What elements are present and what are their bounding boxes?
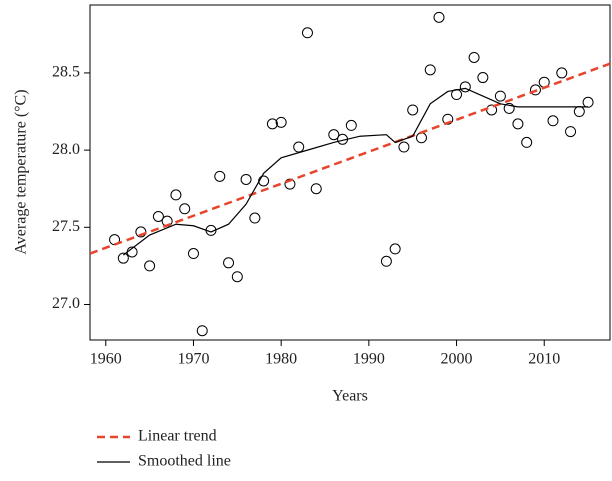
data-point <box>433 11 445 23</box>
data-point <box>249 212 261 224</box>
x-tick-label: 1970 <box>177 351 209 368</box>
data-point <box>407 104 419 116</box>
data-point <box>284 178 296 190</box>
smoothed-line <box>122 87 589 256</box>
data-point <box>301 27 313 39</box>
x-tick-label: 1990 <box>353 351 385 368</box>
data-point <box>521 136 533 148</box>
data-point <box>547 115 559 127</box>
data-point <box>223 257 235 269</box>
data-point <box>424 64 436 76</box>
data-point <box>389 243 401 255</box>
data-point <box>266 118 278 130</box>
data-point <box>380 255 392 267</box>
y-tick-label: 27.0 <box>52 295 80 312</box>
data-point <box>529 84 541 96</box>
data-point <box>477 72 489 84</box>
data-point <box>415 132 427 144</box>
data-point <box>144 260 156 272</box>
data-point <box>196 325 208 337</box>
data-point <box>468 51 480 63</box>
data-point <box>117 252 129 264</box>
data-point <box>231 271 243 283</box>
legend-label: Smoothed line <box>138 453 231 470</box>
data-point <box>310 183 322 195</box>
data-point <box>170 189 182 201</box>
data-point <box>275 116 287 128</box>
data-point <box>328 129 340 141</box>
data-point <box>573 106 585 118</box>
legend-label: Linear trend <box>138 428 217 445</box>
data-point <box>152 210 164 222</box>
y-tick-label: 28.5 <box>52 64 80 81</box>
data-point <box>345 119 357 131</box>
data-point <box>503 102 515 114</box>
x-tick-label: 1960 <box>90 351 122 368</box>
data-point <box>582 96 594 108</box>
data-point <box>459 81 471 93</box>
data-point <box>565 126 577 138</box>
data-point <box>512 118 524 130</box>
plot-frame <box>89 4 611 341</box>
data-point <box>293 141 305 153</box>
data-point <box>214 170 226 182</box>
data-point <box>240 173 252 185</box>
x-tick-label: 2000 <box>441 351 473 368</box>
data-point <box>442 113 454 125</box>
data-point <box>556 67 568 79</box>
trend-line <box>90 62 610 255</box>
data-point <box>179 203 191 215</box>
y-tick-label: 27.5 <box>52 218 80 235</box>
y-axis-label: Average temperature (°C) <box>13 89 30 254</box>
x-tick-label: 1980 <box>265 351 297 368</box>
x-axis-label: Years <box>332 388 368 405</box>
y-tick-label: 28.0 <box>52 141 80 158</box>
data-point <box>258 175 270 187</box>
data-point <box>398 141 410 153</box>
data-point <box>187 248 199 260</box>
x-tick-label: 2010 <box>528 351 560 368</box>
data-point <box>494 90 506 102</box>
